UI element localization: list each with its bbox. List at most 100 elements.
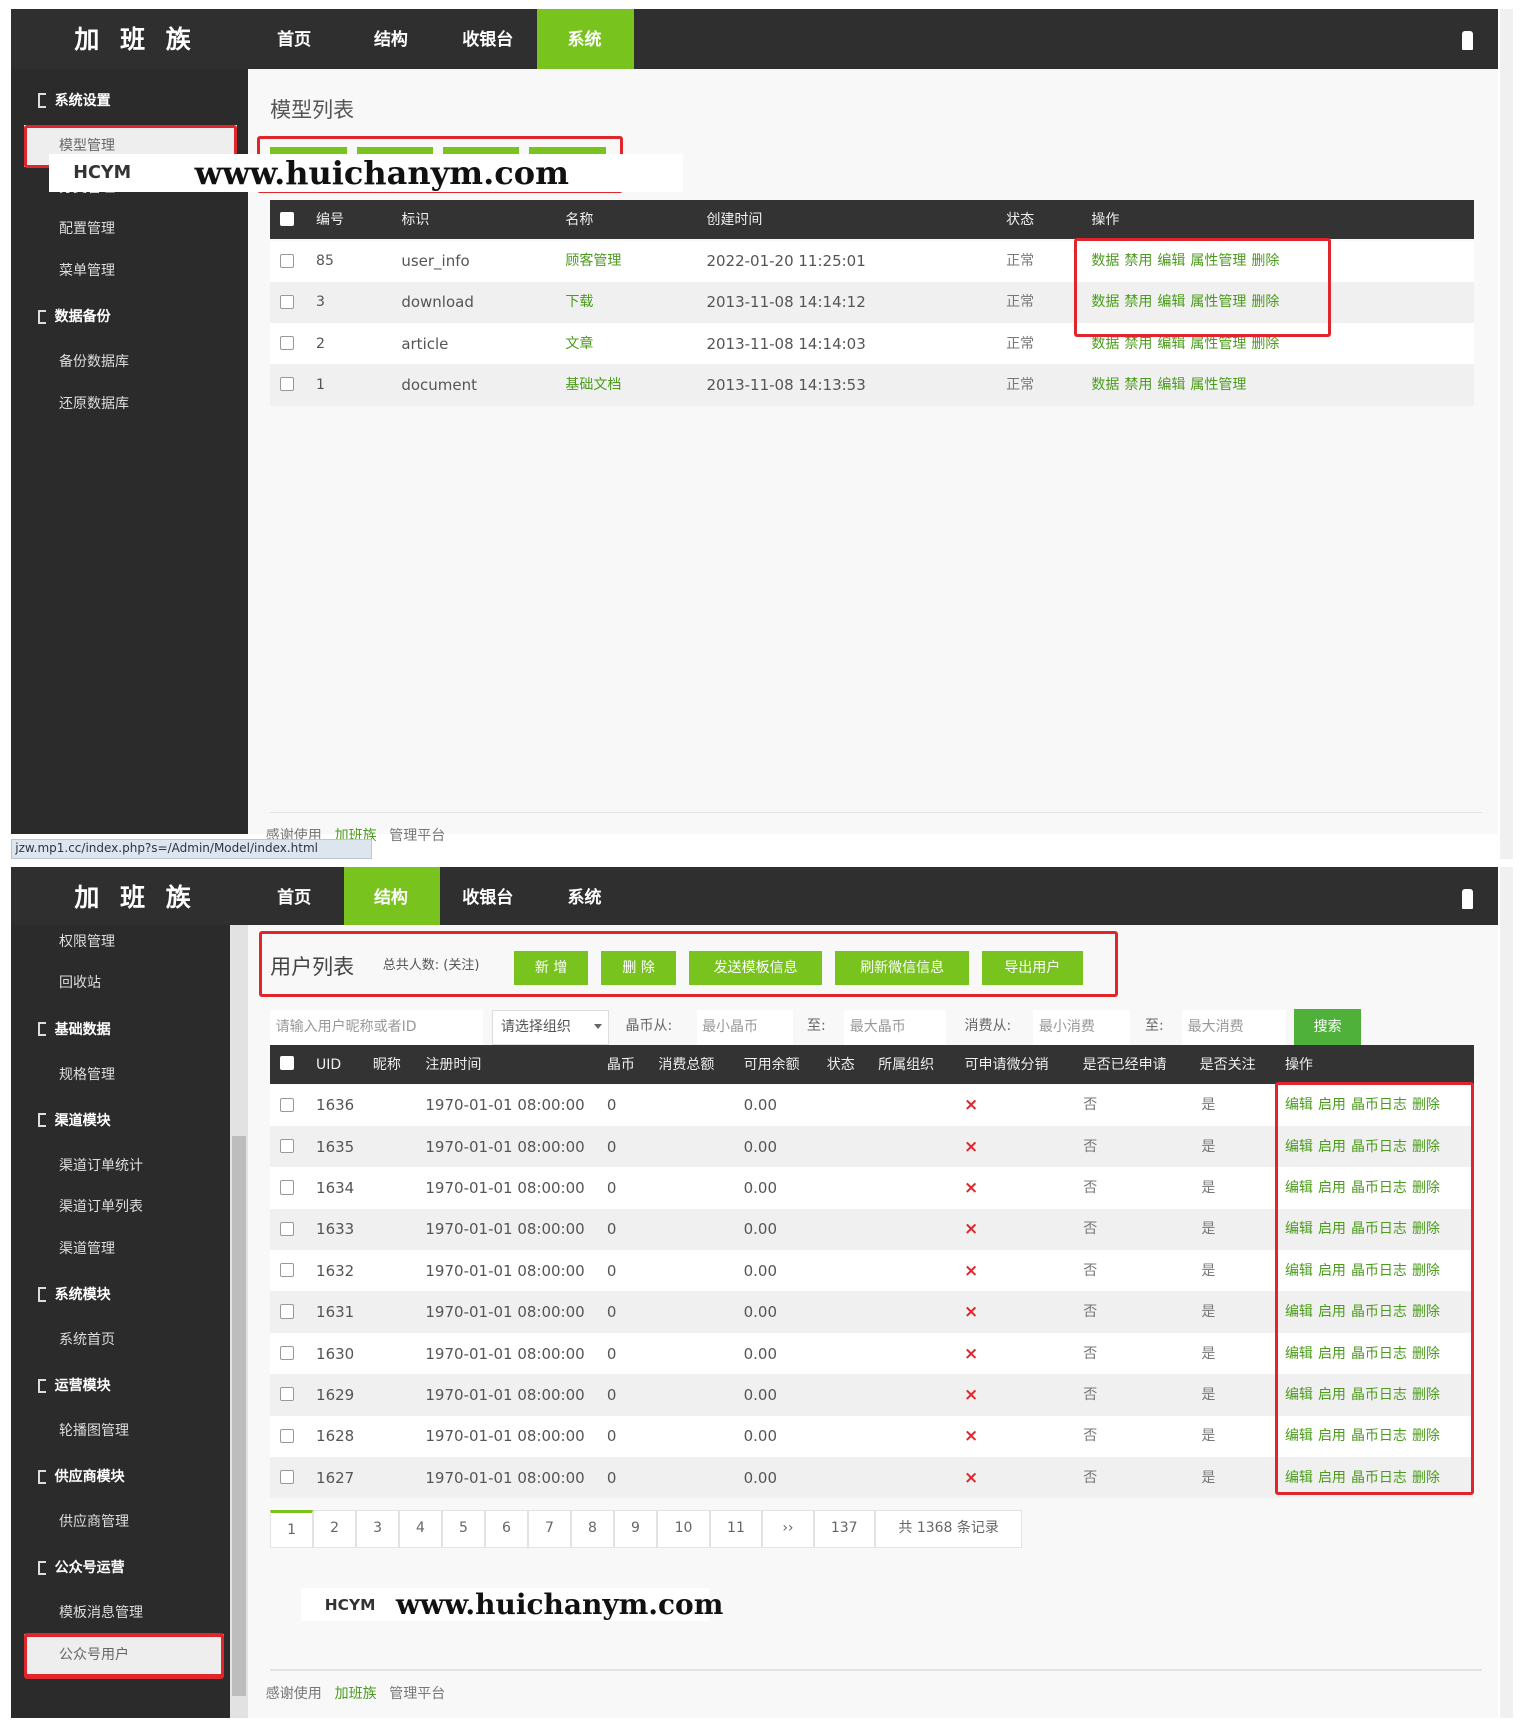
input[interactable] [844,1009,946,1045]
sidebar-item[interactable]: 供应商管理 [59,1514,130,1531]
input[interactable] [696,1009,793,1045]
nav-item[interactable]: 首页 [277,29,312,50]
nav-item[interactable]: 系统 [567,887,602,908]
action-link[interactable]: 启用 [1317,1304,1346,1321]
action-link[interactable]: 删除 [1411,1304,1440,1321]
checkbox[interactable] [279,1304,295,1319]
sidebar-item[interactable]: 模板消息管理 [59,1605,144,1622]
checkbox[interactable] [279,1138,295,1154]
page-link[interactable]: 2 [313,1510,357,1548]
page-link[interactable]: 11 [709,1510,763,1548]
action-link[interactable]: 禁用 [1124,335,1153,352]
checkbox[interactable] [279,1428,295,1443]
action-link[interactable]: 编辑 [1284,1386,1313,1403]
button[interactable]: 删 除 [601,950,676,985]
page-link[interactable]: 9 [613,1510,657,1548]
action-link[interactable]: 编辑 [1284,1469,1313,1486]
action-link[interactable]: 数据 [1091,335,1120,352]
action-link[interactable]: 编辑 [1157,376,1186,393]
sidebar-item[interactable]: 规格管理 [59,1066,116,1083]
input[interactable] [270,1009,484,1045]
checkbox[interactable] [279,1387,295,1402]
page-link[interactable]: 1 [270,1510,314,1548]
page-link[interactable]: 10 [657,1510,710,1548]
cell-name[interactable]: 下载 [565,294,594,311]
sidebar-item[interactable]: 系统首页 [59,1332,116,1349]
sidebar-item[interactable]: 公众号用户 [59,1647,130,1664]
sidebar-item[interactable]: 配置管理 [59,221,116,238]
nav-item[interactable]: 系统 [567,29,602,50]
checkbox[interactable] [279,335,295,351]
action-link[interactable]: 编辑 [1157,253,1186,270]
action-link[interactable]: 删除 [1411,1097,1440,1114]
sidebar-item[interactable]: 还原数据库 [59,395,130,412]
sidebar-item[interactable]: 渠道管理 [59,1241,116,1258]
checkbox[interactable] [279,1345,295,1361]
action-link[interactable]: 晶币日志 [1350,1304,1407,1321]
action-link[interactable]: 删除 [1411,1469,1440,1486]
action-link[interactable]: 启用 [1317,1345,1346,1362]
toolbar-button[interactable] [442,147,520,159]
sidebar-item[interactable]: 回收站 [59,975,102,992]
action-link[interactable]: 编辑 [1284,1180,1313,1197]
nav-item[interactable]: 结构 [373,29,408,50]
nav-item[interactable]: 收银台 [462,29,514,50]
action-link[interactable]: 启用 [1317,1386,1346,1403]
action-link[interactable]: 删除 [1411,1138,1440,1155]
action-link[interactable]: 晶币日志 [1350,1221,1407,1238]
action-link[interactable]: 删除 [1411,1428,1440,1445]
sidebar-item[interactable]: 渠道订单列表 [59,1199,144,1216]
button[interactable]: 发送模板信息 [688,950,823,985]
sidebar-item[interactable]: 权限管理 [59,933,116,950]
action-link[interactable]: 晶币日志 [1350,1386,1407,1403]
action-link[interactable]: 删除 [1411,1221,1440,1238]
action-link[interactable]: 启用 [1317,1221,1346,1238]
action-link[interactable]: 晶币日志 [1350,1469,1407,1486]
checkbox[interactable] [279,1097,295,1112]
action-link[interactable]: 编辑 [1284,1345,1313,1362]
action-link[interactable]: 删除 [1251,253,1280,270]
input[interactable] [1033,1009,1130,1045]
user-icon[interactable] [1462,30,1474,51]
action-link[interactable]: 数据 [1091,294,1120,311]
nav-item[interactable]: 收银台 [462,887,514,908]
action-link[interactable]: 删除 [1251,294,1280,311]
cell-name[interactable]: 基础文档 [565,376,622,393]
action-link[interactable]: 晶币日志 [1350,1262,1407,1279]
action-link[interactable]: 数据 [1091,376,1120,393]
sidebar-item[interactable]: 轮播图管理 [59,1423,130,1440]
search-button[interactable]: 搜索 [1293,1008,1362,1045]
action-link[interactable]: 启用 [1317,1180,1346,1197]
page-link[interactable]: 5 [442,1510,485,1548]
action-link[interactable]: 编辑 [1284,1428,1313,1445]
action-link[interactable]: 编辑 [1157,294,1186,311]
cell-name[interactable]: 文章 [565,335,594,352]
checkbox[interactable] [279,294,295,309]
toolbar-button[interactable] [529,147,606,159]
footer-brand[interactable]: 加班族 [334,1685,377,1702]
nav-item[interactable]: 首页 [277,887,312,908]
action-link[interactable]: 编辑 [1284,1304,1313,1321]
page-link[interactable]: 共 1368 条记录 [874,1510,1023,1548]
toolbar-button[interactable] [270,147,347,159]
page-link[interactable]: 6 [484,1510,528,1548]
checkbox[interactable] [279,1469,295,1485]
toolbar-button[interactable] [356,147,434,159]
checkbox[interactable] [279,1263,295,1278]
action-link[interactable]: 编辑 [1284,1221,1313,1238]
checkbox[interactable] [279,211,295,227]
action-link[interactable]: 禁用 [1124,253,1153,270]
action-link[interactable]: 删除 [1251,335,1280,352]
action-link[interactable]: 编辑 [1284,1262,1313,1279]
sidebar-item[interactable]: 渠道订单统计 [59,1157,144,1174]
input[interactable] [1182,1009,1287,1045]
action-link[interactable]: 启用 [1317,1428,1346,1445]
cell-name[interactable]: 顾客管理 [565,253,622,270]
action-link[interactable]: 禁用 [1124,294,1153,311]
page-link[interactable]: 8 [570,1510,614,1548]
action-link[interactable]: 晶币日志 [1350,1345,1407,1362]
page-link[interactable]: 137 [813,1510,875,1548]
action-link[interactable]: 启用 [1317,1138,1346,1155]
action-link[interactable]: 晶币日志 [1350,1138,1407,1155]
page-link[interactable]: 3 [356,1510,400,1548]
